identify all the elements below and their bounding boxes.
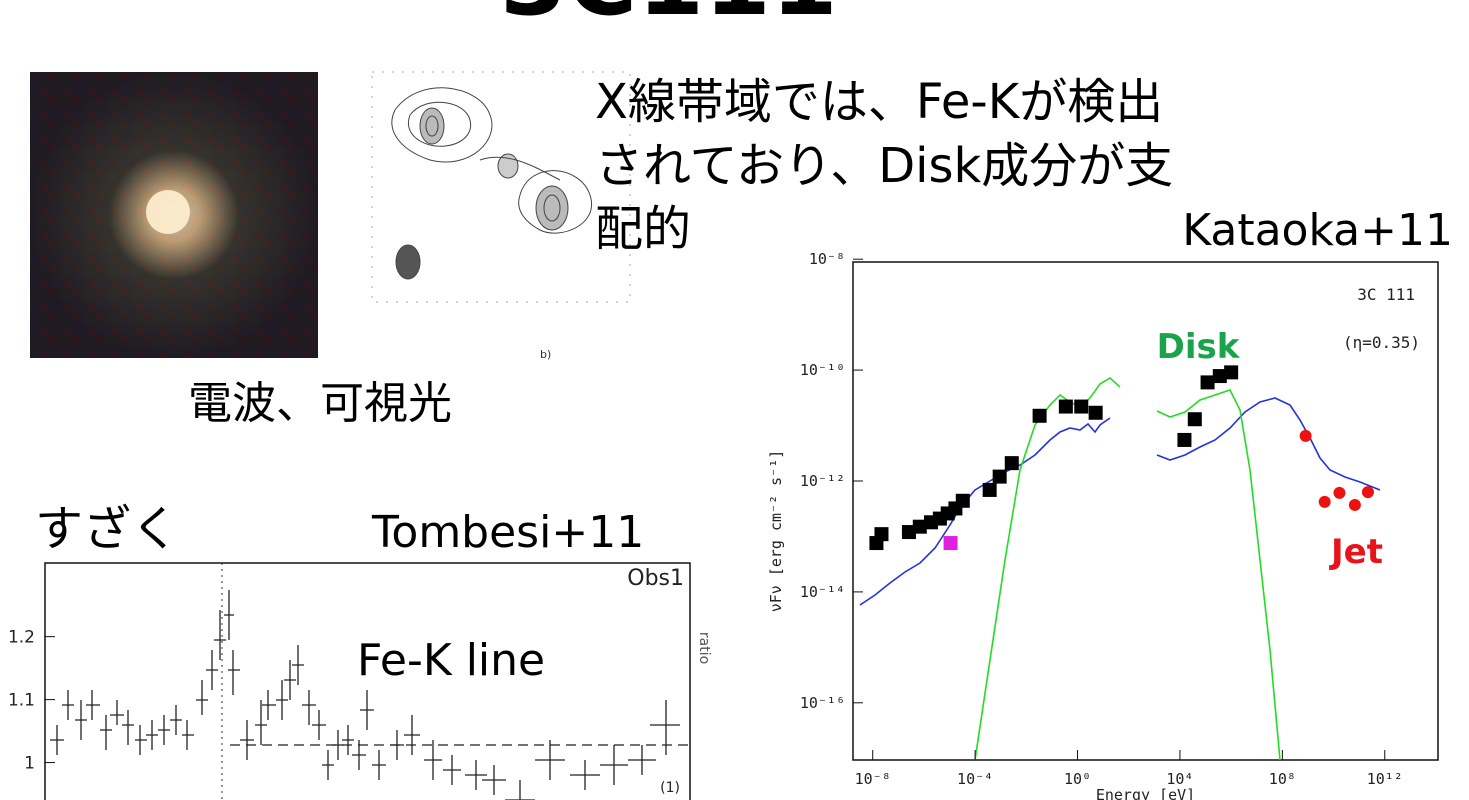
svg-text:b): b)	[540, 348, 551, 361]
data-point	[1362, 486, 1374, 498]
citation: Kataoka+11	[1182, 205, 1453, 256]
data-point	[1033, 409, 1047, 423]
ratio-plot: 1 1.1 1.2 ratio Obs1 Fe-K line (1)	[8, 566, 712, 796]
radio-map: b)	[372, 72, 630, 361]
x-axis-label: Energy [eV]	[1096, 786, 1195, 800]
data-point	[1333, 487, 1345, 499]
data-point	[1074, 400, 1088, 414]
data-point	[956, 494, 970, 508]
x-tick-label: 10⁻⁴	[957, 770, 993, 788]
data-point	[1005, 456, 1019, 470]
y-tick-label: 1.2	[8, 628, 35, 648]
annotation: Disk	[1157, 327, 1241, 367]
data-point	[1089, 406, 1103, 420]
data-point	[874, 527, 888, 541]
annotation: Jet	[1329, 532, 1383, 572]
image-caption: 電波、可視光	[188, 378, 452, 429]
slide: 3C111 b) X線帯域では、Fe-Kが検出 されており、Disk成分が支 配…	[0, 0, 1469, 800]
x-tick-label: 10⁸	[1269, 770, 1296, 788]
data-point	[1224, 365, 1238, 379]
instrument-label: すざく	[35, 501, 179, 557]
data-point	[1201, 375, 1215, 389]
y-tick-label: 1.1	[8, 691, 35, 711]
annotation: 3C 111	[1357, 285, 1415, 304]
body-text: されており、Disk成分が支	[595, 138, 1173, 194]
data-point	[1300, 430, 1312, 442]
x-tick-label: 10⁻⁸	[855, 770, 891, 788]
y-tick-label: 10⁻¹⁶	[800, 694, 845, 712]
data-point	[1349, 499, 1361, 511]
ratio-data	[50, 590, 690, 800]
data-point	[944, 536, 958, 550]
y-tick-label: 10⁻¹⁴	[800, 583, 845, 601]
data-point	[1177, 433, 1191, 447]
body-text: 配的	[595, 201, 691, 257]
y-tick-label: 10⁻⁸	[809, 250, 845, 268]
citation: Tombesi+11	[371, 507, 644, 558]
data-point	[1059, 400, 1073, 414]
x-tick-label: 10¹²	[1367, 770, 1403, 788]
body-text: X線帯域では、Fe-Kが検出	[595, 74, 1163, 130]
annotation: (η=0.35)	[1343, 333, 1420, 352]
data-point	[1319, 496, 1331, 508]
y-tick-label: 1	[24, 754, 35, 774]
model-curves	[860, 378, 1380, 800]
data-point	[1188, 412, 1202, 426]
annotation: (1)	[660, 780, 680, 796]
y-tick-label: 10⁻¹⁰	[800, 361, 845, 379]
data-point	[993, 470, 1007, 484]
y-axis-label: νFν [erg cm⁻² s⁻¹]	[767, 450, 785, 613]
y-axis-label: ratio	[696, 632, 712, 664]
annotation: Fe-K line	[357, 635, 545, 686]
data-point	[983, 483, 997, 497]
y-tick-label: 10⁻¹²	[800, 472, 845, 490]
x-tick-label: 10⁰	[1064, 770, 1091, 788]
annotation: Obs1	[627, 566, 684, 591]
optical-image	[30, 72, 318, 358]
